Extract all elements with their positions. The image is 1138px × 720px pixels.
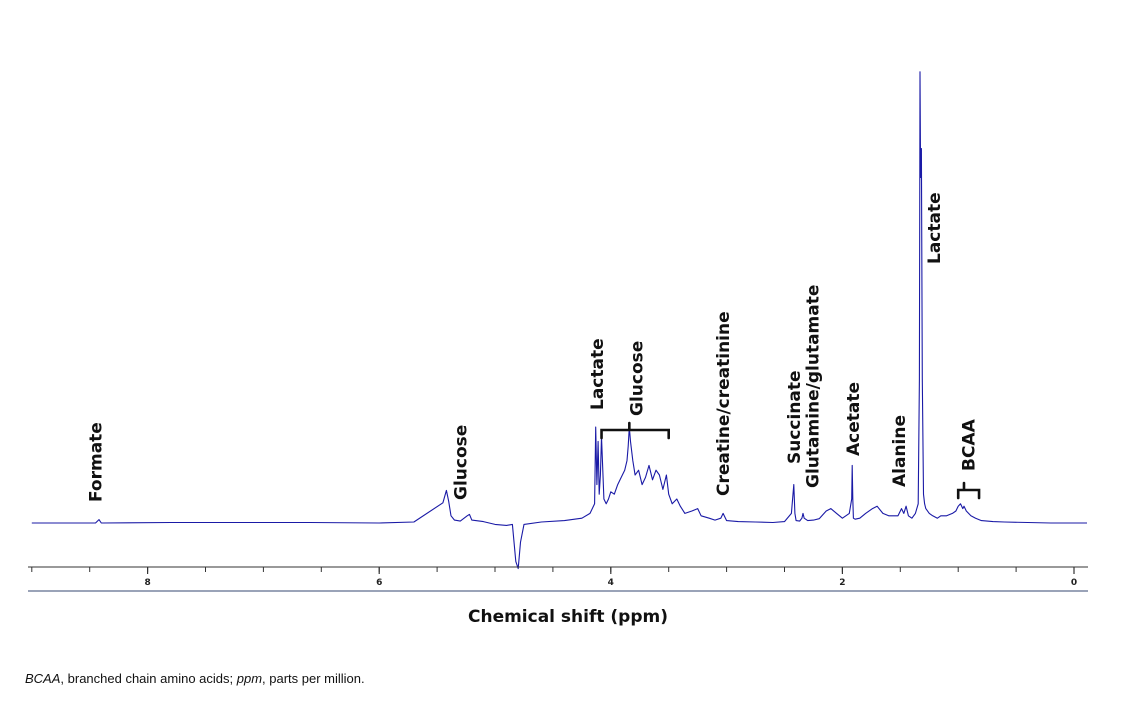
x-tick-label: 6: [376, 578, 382, 588]
peak-label: Acetate: [844, 382, 864, 456]
peak-label: Glucose: [451, 425, 471, 500]
peak-labels: Formate Glucose Lactate Glucose Creatine/cre…: [87, 192, 981, 502]
caption-def-bcaa: , branched chain amino acids;: [60, 671, 237, 686]
x-tick-label: 2: [839, 578, 845, 588]
x-tick-label: 8: [144, 578, 150, 588]
spectrum-plot-area: [31, 71, 1087, 570]
peak-label: Glutamine/glutamate: [803, 285, 823, 488]
peak-label: Creatine/creatinine: [714, 311, 734, 496]
x-axis: 8 6 4 2 0: [28, 566, 1088, 592]
peak-label: BCAA: [960, 418, 980, 471]
spectrum-line: [31, 71, 1087, 570]
peak-label: Formate: [87, 422, 107, 502]
peak-bracket: [956, 481, 981, 500]
peak-label: Lactate: [925, 192, 945, 264]
peak-label: Glucose: [627, 341, 647, 416]
nmr-spectrum-chart: 8 6 4 2 0 Formate Glucose Lactate Glucose Creati…: [28, 71, 1088, 627]
caption-abbr-ppm: ppm: [236, 671, 263, 686]
peak-label: Alanine: [890, 415, 910, 487]
x-tick-label: 4: [608, 578, 614, 588]
figure-caption: BCAA, branched chain amino acids; ppm, p…: [25, 671, 365, 686]
caption-abbr-bcaa: BCAA: [25, 671, 61, 686]
peak-bracket: [600, 421, 670, 440]
peak-label: Succinate: [785, 370, 805, 464]
peak-label: Lactate: [588, 338, 608, 410]
x-tick-label: 0: [1071, 578, 1077, 588]
caption-def-ppm: , parts per million.: [262, 671, 365, 686]
x-axis-title: Chemical shift (ppm): [468, 607, 668, 627]
